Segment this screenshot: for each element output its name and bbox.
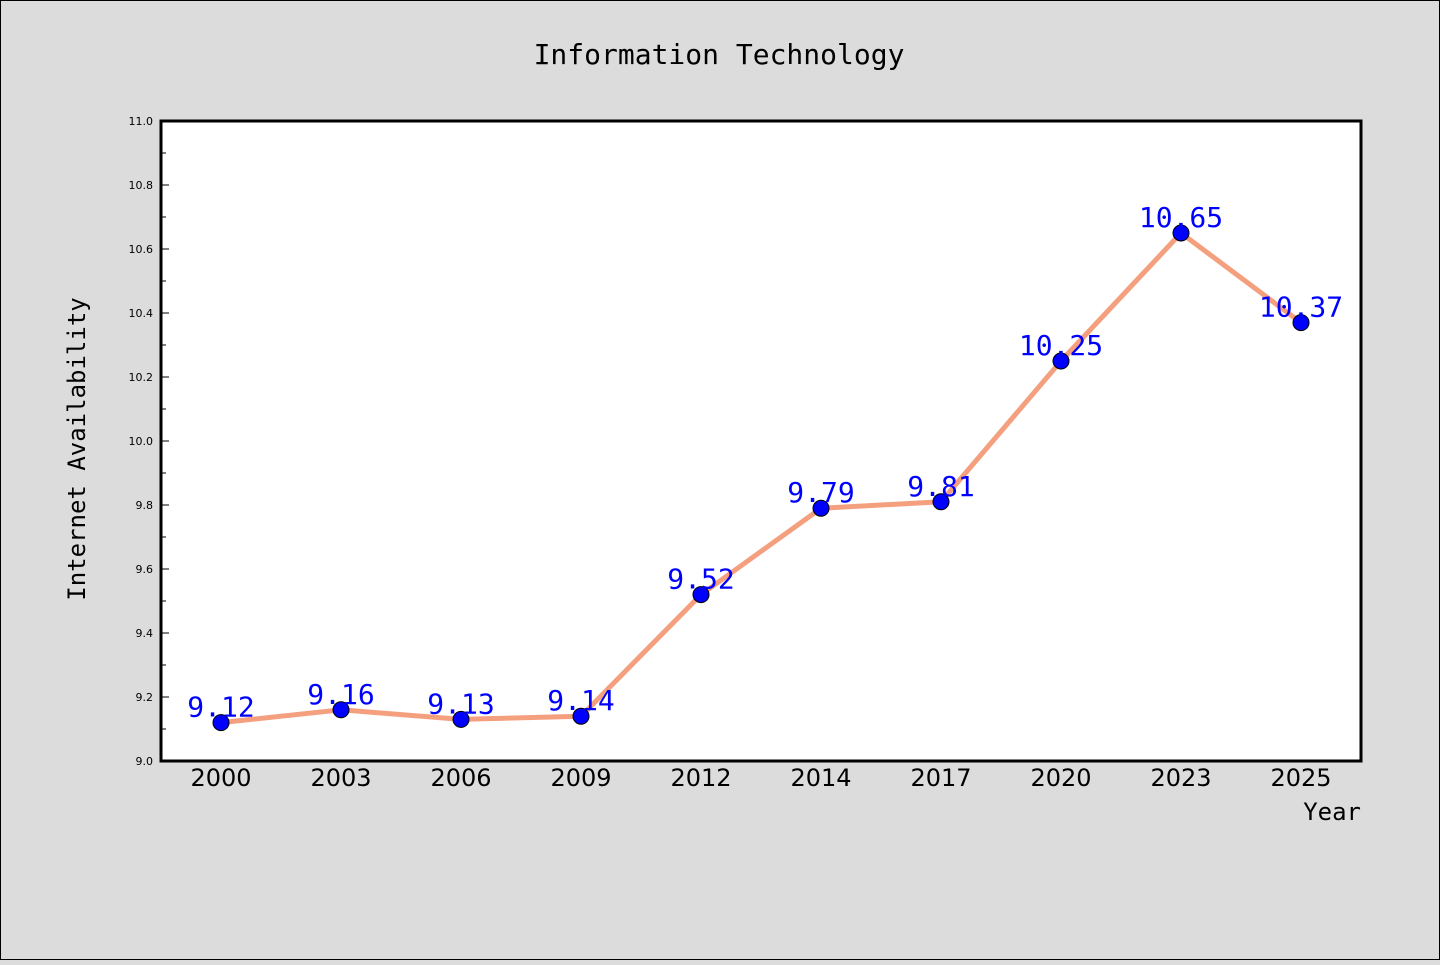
y-tick-label: 9.6 <box>136 563 154 576</box>
data-point <box>1172 224 1190 242</box>
y-axis-title: Internet Availability <box>63 297 91 600</box>
x-tick-label: 2012 <box>670 764 731 792</box>
y-tick-label: 10.0 <box>129 435 154 448</box>
x-tick-label: 2009 <box>550 764 611 792</box>
x-tick-label: 2023 <box>1150 764 1211 792</box>
x-axis: 2000 2003 2006 2009 2012 2014 2017 2020 2023 2025 <box>190 764 1331 792</box>
data-label: 9.52 <box>667 563 734 596</box>
y-tick-label: 9.2 <box>136 691 154 704</box>
y-tick-label: 10.2 <box>129 371 154 384</box>
y-tick-label: 9.4 <box>136 627 154 640</box>
y-tick-label: 9.0 <box>136 755 154 768</box>
chart-title: Information Technology <box>534 38 905 71</box>
markers-group <box>212 224 1310 732</box>
data-label: 10.37 <box>1259 291 1343 324</box>
data-point <box>1052 352 1070 370</box>
data-point <box>572 707 590 725</box>
data-label: 9.12 <box>187 691 254 724</box>
data-label: 9.13 <box>427 687 494 720</box>
data-point <box>452 710 470 728</box>
data-point <box>932 493 950 511</box>
x-tick-label: 2014 <box>790 764 851 792</box>
data-point <box>1292 314 1310 332</box>
x-tick-label: 2020 <box>1030 764 1091 792</box>
series-group <box>218 230 1304 726</box>
x-tick-label: 2025 <box>1270 764 1331 792</box>
data-label: 10.65 <box>1139 201 1223 234</box>
x-tick-label: 2003 <box>310 764 371 792</box>
y-tick-label: 10.6 <box>129 243 154 256</box>
data-label: 9.14 <box>547 684 614 717</box>
data-point <box>812 499 830 517</box>
y-tick-label: 9.8 <box>136 499 154 512</box>
data-label: 9.16 <box>307 678 374 711</box>
x-axis-title: Year <box>1303 798 1361 826</box>
series-line <box>218 230 1304 726</box>
data-point <box>692 586 710 604</box>
data-labels-group: 9.12 9.16 9.13 9.14 9.52 9.79 9.81 10.25 10.65 10… <box>187 201 1343 724</box>
x-tick-label: 2000 <box>190 764 251 792</box>
data-label: 10.25 <box>1019 329 1103 362</box>
y-tick-label: 10.8 <box>129 179 154 192</box>
data-point <box>332 701 350 719</box>
plot-area <box>159 119 1363 763</box>
data-label: 9.81 <box>907 470 974 503</box>
data-label: 9.79 <box>787 476 854 509</box>
y-tick-label: 11.0 <box>129 115 154 128</box>
y-axis: 9.0 9.2 9.4 9.6 9.8 10.0 10.2 10.4 10.6 10.8 11.0 <box>129 115 169 768</box>
y-tick-label: 10.4 <box>129 307 154 320</box>
data-point <box>212 714 230 732</box>
x-tick-label: 2017 <box>910 764 971 792</box>
x-tick-label: 2006 <box>430 764 491 792</box>
